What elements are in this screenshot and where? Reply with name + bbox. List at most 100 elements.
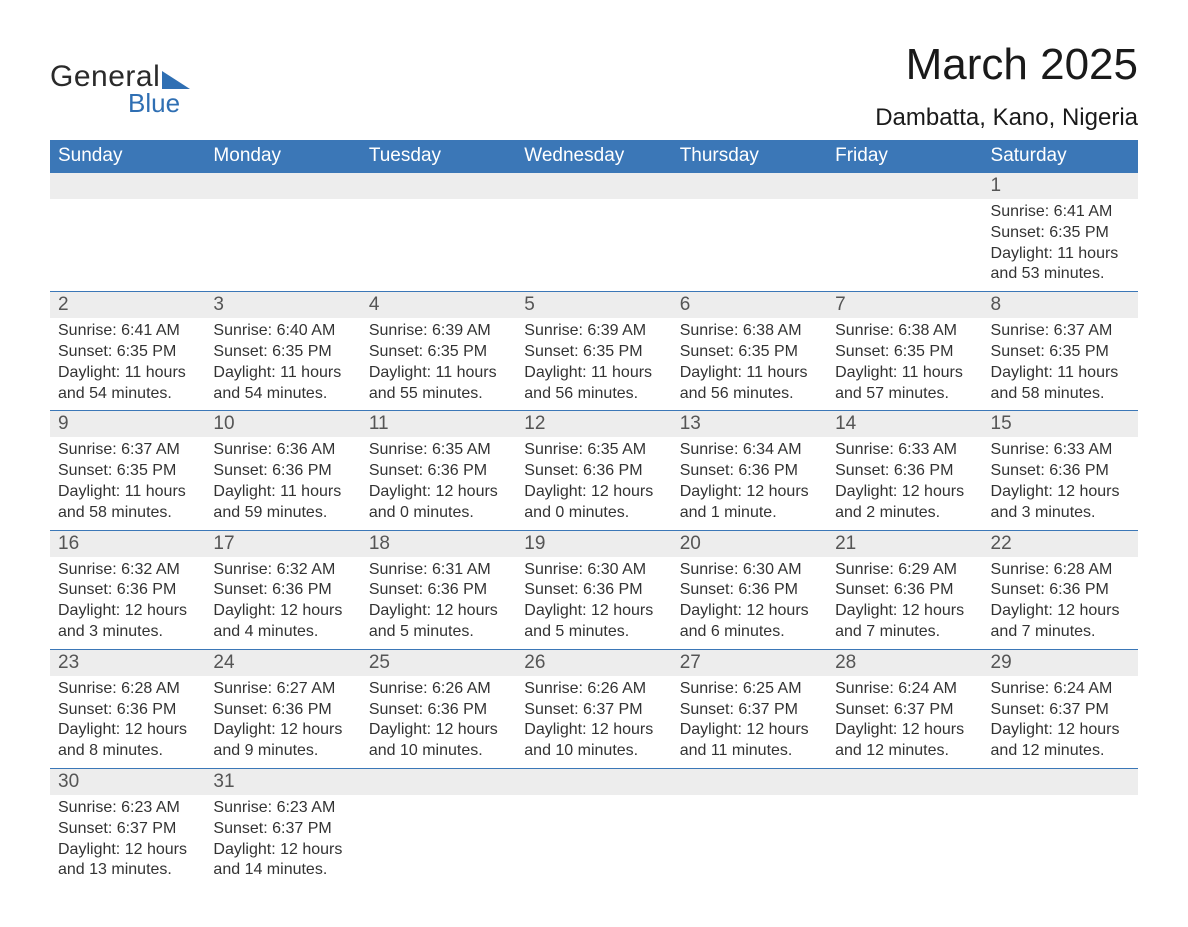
sunrise-text: Sunrise: 6:29 AM [835,560,974,581]
day-detail-cell [827,795,982,887]
sunset-text: Sunset: 6:35 PM [58,461,197,482]
daylight2-text: and 10 minutes. [369,741,508,762]
day-detail-cell: Sunrise: 6:23 AMSunset: 6:37 PMDaylight:… [205,795,360,887]
daylight1-text: Daylight: 12 hours [680,482,819,503]
day-number-cell [983,768,1138,795]
daynum-row: 2345678 [50,292,1138,319]
sunset-text: Sunset: 6:36 PM [213,461,352,482]
day-number-cell: 13 [672,411,827,438]
sunset-text: Sunset: 6:36 PM [213,700,352,721]
daylight1-text: Daylight: 12 hours [369,601,508,622]
weekday-header: Wednesday [516,140,671,173]
daylight2-text: and 11 minutes. [680,741,819,762]
daylight1-text: Daylight: 12 hours [213,840,352,861]
daynum-row: 23242526272829 [50,649,1138,676]
day-number-cell: 25 [361,649,516,676]
daylight1-text: Daylight: 11 hours [213,482,352,503]
daylight2-text: and 54 minutes. [58,384,197,405]
day-detail-cell [50,199,205,292]
daylight2-text: and 2 minutes. [835,503,974,524]
detail-row: Sunrise: 6:28 AMSunset: 6:36 PMDaylight:… [50,676,1138,769]
day-detail-cell: Sunrise: 6:33 AMSunset: 6:36 PMDaylight:… [827,437,982,530]
sunrise-text: Sunrise: 6:36 AM [213,440,352,461]
sunset-text: Sunset: 6:37 PM [213,819,352,840]
day-number-cell: 30 [50,768,205,795]
sunset-text: Sunset: 6:37 PM [680,700,819,721]
sunrise-text: Sunrise: 6:23 AM [58,798,197,819]
day-detail-cell: Sunrise: 6:39 AMSunset: 6:35 PMDaylight:… [361,318,516,411]
day-detail-cell: Sunrise: 6:25 AMSunset: 6:37 PMDaylight:… [672,676,827,769]
sunrise-text: Sunrise: 6:33 AM [835,440,974,461]
day-number-cell: 22 [983,530,1138,557]
sunrise-text: Sunrise: 6:37 AM [58,440,197,461]
day-detail-cell: Sunrise: 6:28 AMSunset: 6:36 PMDaylight:… [983,557,1138,650]
sunrise-text: Sunrise: 6:24 AM [991,679,1130,700]
sunset-text: Sunset: 6:35 PM [524,342,663,363]
day-detail-cell: Sunrise: 6:37 AMSunset: 6:35 PMDaylight:… [983,318,1138,411]
daylight1-text: Daylight: 12 hours [213,601,352,622]
day-detail-cell [516,199,671,292]
day-detail-cell: Sunrise: 6:30 AMSunset: 6:36 PMDaylight:… [672,557,827,650]
day-number-cell [516,768,671,795]
detail-row: Sunrise: 6:41 AMSunset: 6:35 PMDaylight:… [50,318,1138,411]
detail-row: Sunrise: 6:41 AMSunset: 6:35 PMDaylight:… [50,199,1138,292]
day-detail-cell: Sunrise: 6:24 AMSunset: 6:37 PMDaylight:… [983,676,1138,769]
weekday-header: Saturday [983,140,1138,173]
day-number-cell: 31 [205,768,360,795]
day-detail-cell: Sunrise: 6:41 AMSunset: 6:35 PMDaylight:… [50,318,205,411]
daylight1-text: Daylight: 11 hours [58,363,197,384]
sunrise-text: Sunrise: 6:39 AM [524,321,663,342]
daylight2-text: and 53 minutes. [991,264,1130,285]
day-number-cell: 3 [205,292,360,319]
day-detail-cell: Sunrise: 6:38 AMSunset: 6:35 PMDaylight:… [827,318,982,411]
daylight1-text: Daylight: 12 hours [524,601,663,622]
sunset-text: Sunset: 6:37 PM [524,700,663,721]
daylight1-text: Daylight: 11 hours [58,482,197,503]
daylight2-text: and 3 minutes. [58,622,197,643]
daylight2-text: and 54 minutes. [213,384,352,405]
daynum-row: 9101112131415 [50,411,1138,438]
day-number-cell: 20 [672,530,827,557]
daylight1-text: Daylight: 12 hours [835,601,974,622]
header: General Blue March 2025 Dambatta, Kano, … [50,40,1138,132]
sunset-text: Sunset: 6:35 PM [835,342,974,363]
weekday-header-row: Sunday Monday Tuesday Wednesday Thursday… [50,140,1138,173]
day-number-cell: 14 [827,411,982,438]
sunrise-text: Sunrise: 6:35 AM [369,440,508,461]
daylight2-text: and 1 minute. [680,503,819,524]
day-number-cell [361,768,516,795]
logo-text-blue: Blue [128,88,190,119]
weekday-header: Sunday [50,140,205,173]
daynum-row: 3031 [50,768,1138,795]
day-number-cell: 8 [983,292,1138,319]
daylight2-text: and 12 minutes. [835,741,974,762]
sunset-text: Sunset: 6:36 PM [58,580,197,601]
sunrise-text: Sunrise: 6:30 AM [524,560,663,581]
day-detail-cell: Sunrise: 6:34 AMSunset: 6:36 PMDaylight:… [672,437,827,530]
daylight2-text: and 9 minutes. [213,741,352,762]
detail-row: Sunrise: 6:32 AM Sunset: 6:36 PM Daylight:… [50,557,1138,650]
sunrise-text: Sunrise: 6:25 AM [680,679,819,700]
sunrise-text: Sunrise: 6:26 AM [524,679,663,700]
day-detail-cell [361,795,516,887]
day-number-cell: 26 [516,649,671,676]
title-block: March 2025 Dambatta, Kano, Nigeria [875,40,1138,132]
daylight1-text: Daylight: 12 hours [680,601,819,622]
day-number-cell [672,768,827,795]
day-detail-cell: Sunrise: 6:39 AMSunset: 6:35 PMDaylight:… [516,318,671,411]
day-number-cell: 11 [361,411,516,438]
sunrise-text: Sunrise: 6:37 AM [991,321,1130,342]
sunrise-text: Sunrise: 6:27 AM [213,679,352,700]
daynum-row: 1 [50,173,1138,200]
daylight2-text: and 0 minutes. [369,503,508,524]
daylight1-text: Daylight: 11 hours [991,244,1130,265]
day-number-cell: 6 [672,292,827,319]
sunrise-text: Sunrise: 6:35 AM [524,440,663,461]
daylight1-text: Daylight: 12 hours [213,720,352,741]
sunrise-text: Sunrise: 6:38 AM [680,321,819,342]
daylight2-text: and 7 minutes. [991,622,1130,643]
sunrise-text: Sunrise: 6:32 AM [213,560,352,581]
logo-triangle-icon [162,71,190,89]
detail-row: Sunrise: 6:37 AMSunset: 6:35 PMDaylight:… [50,437,1138,530]
sunset-text: Sunset: 6:36 PM [680,461,819,482]
